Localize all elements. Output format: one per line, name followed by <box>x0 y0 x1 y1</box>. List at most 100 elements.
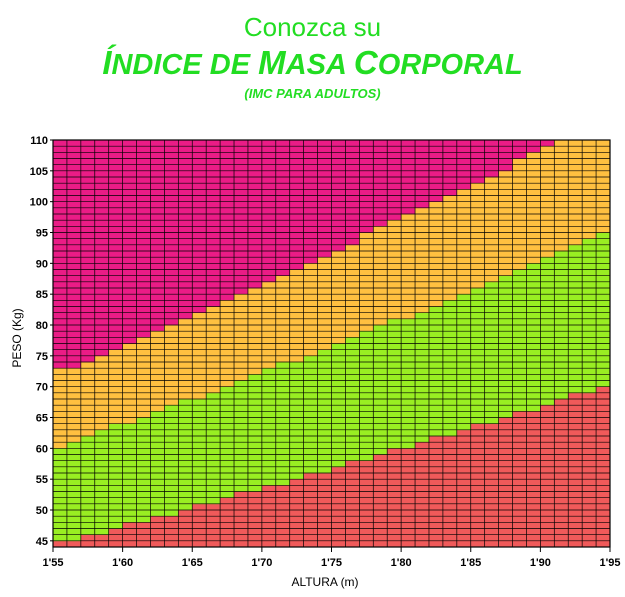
bmi-cell <box>512 436 527 443</box>
bmi-cell <box>206 392 221 400</box>
bmi-cell <box>317 195 332 202</box>
bmi-cell <box>359 146 374 153</box>
bmi-cell <box>540 238 555 246</box>
bmi-cell <box>108 392 123 400</box>
bmi-cell <box>317 275 332 283</box>
bmi-cell <box>192 454 207 461</box>
bmi-cell <box>540 534 555 542</box>
bmi-cell <box>192 442 207 449</box>
bmi-cell <box>206 337 221 344</box>
bmi-cell <box>345 491 360 498</box>
bmi-cell <box>596 288 611 295</box>
bmi-cell <box>498 522 513 529</box>
bmi-cell <box>178 528 193 535</box>
bmi-cell <box>94 343 109 350</box>
bmi-cell <box>526 429 541 437</box>
bmi-cell <box>568 374 583 381</box>
x-tick-label: 1'75 <box>321 557 342 569</box>
bmi-cell <box>498 442 513 449</box>
bmi-cell <box>136 534 151 542</box>
y-tick-label: 95 <box>36 228 48 240</box>
bmi-cell <box>596 355 611 363</box>
bmi-cell <box>136 170 151 178</box>
bmi-cell <box>289 540 304 548</box>
bmi-cell <box>554 325 569 332</box>
bmi-cell <box>80 429 96 437</box>
bmi-cell <box>247 479 263 486</box>
bmi-cell <box>470 226 485 233</box>
bmi-cell <box>387 473 402 480</box>
bmi-cell <box>373 466 388 474</box>
bmi-cell <box>136 349 151 357</box>
bmi-cell <box>94 251 109 258</box>
bmi-cell <box>220 386 235 394</box>
bmi-cell <box>66 146 82 153</box>
bmi-cell <box>150 251 165 258</box>
bmi-cell <box>150 405 165 412</box>
bmi-cell <box>596 503 611 511</box>
bmi-cell <box>373 510 388 517</box>
bmi-cell <box>150 294 165 301</box>
bmi-cell <box>178 251 193 258</box>
bmi-cell <box>582 411 597 418</box>
bmi-cell <box>261 325 277 332</box>
bmi-cell <box>484 540 499 548</box>
bmi-cell <box>331 528 346 535</box>
bmi-cell <box>484 473 499 480</box>
bmi-cell <box>122 232 137 239</box>
bmi-cell <box>442 275 458 283</box>
bmi-cell <box>456 294 472 301</box>
bmi-cell <box>401 269 416 276</box>
bmi-cell <box>108 183 123 190</box>
bmi-cell <box>331 152 346 159</box>
bmi-cell <box>498 485 513 492</box>
bmi-cell <box>568 516 583 523</box>
bmi-cell <box>178 516 193 523</box>
bmi-cell <box>303 355 318 363</box>
bmi-cell <box>526 522 541 529</box>
bmi-cell <box>66 214 82 221</box>
bmi-cell <box>498 288 513 295</box>
bmi-cell <box>234 318 249 326</box>
bmi-cell <box>428 392 444 400</box>
bmi-cell <box>554 177 569 184</box>
bmi-cell <box>192 343 207 350</box>
bmi-cell <box>192 528 207 535</box>
bmi-cell <box>540 251 555 258</box>
bmi-cell <box>192 263 207 270</box>
bmi-cell <box>470 423 485 431</box>
bmi-cell <box>359 392 374 400</box>
bmi-cell <box>512 318 527 326</box>
bmi-cell <box>220 522 235 529</box>
bmi-cell <box>470 275 485 283</box>
bmi-cell <box>275 392 291 400</box>
bmi-cell <box>261 158 277 165</box>
bmi-cell <box>582 417 597 424</box>
bmi-cell <box>108 207 123 215</box>
bmi-cell <box>275 164 291 172</box>
bmi-cell <box>80 257 96 264</box>
bmi-cell <box>512 294 527 301</box>
bmi-cell <box>498 318 513 326</box>
bmi-cell <box>192 540 207 548</box>
bmi-cell <box>261 294 277 301</box>
bmi-cell <box>456 368 472 375</box>
bmi-cell <box>512 325 527 332</box>
bmi-cell <box>164 232 179 239</box>
bmi-cell <box>456 275 472 283</box>
bmi-cell <box>303 411 318 418</box>
bmi-cell <box>345 473 360 480</box>
bmi-cell <box>261 485 277 492</box>
bmi-cell <box>442 448 458 455</box>
bmi-cell <box>66 288 82 295</box>
bmi-cell <box>289 454 304 461</box>
bmi-cell <box>220 454 235 461</box>
bmi-cell <box>401 140 416 147</box>
bmi-cell <box>596 479 611 486</box>
bmi-cell <box>428 399 444 406</box>
bmi-cell <box>470 140 485 147</box>
bmi-cell <box>150 325 165 332</box>
bmi-cell <box>582 528 597 535</box>
bmi-cell <box>192 473 207 480</box>
bmi-cell <box>220 374 235 381</box>
